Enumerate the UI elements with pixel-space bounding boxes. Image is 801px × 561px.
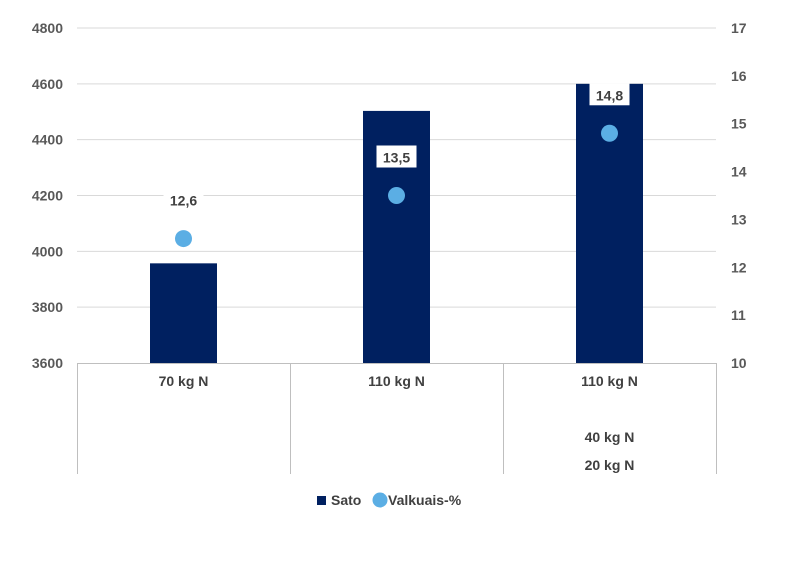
right-tick-label: 17 xyxy=(731,20,747,36)
data-label: 12,6 xyxy=(170,193,197,209)
left-tick-label: 3600 xyxy=(32,355,63,371)
legend-label: Valkuais-% xyxy=(388,492,462,508)
legend-swatch-point xyxy=(372,492,388,508)
legend-swatch-bar xyxy=(317,496,326,505)
point xyxy=(388,187,405,204)
right-tick-label: 15 xyxy=(731,116,747,132)
bar xyxy=(150,263,217,363)
data-label-box xyxy=(163,188,204,211)
left-tick-label: 4400 xyxy=(32,132,63,148)
right-tick-label: 10 xyxy=(731,355,747,371)
right-tick-label: 16 xyxy=(731,68,747,84)
point xyxy=(601,124,618,142)
left-tick-label: 4200 xyxy=(32,188,63,204)
left-tick-label: 4000 xyxy=(32,243,63,259)
point xyxy=(175,230,192,248)
data-label: 13,5 xyxy=(383,150,410,166)
right-tick-label: 12 xyxy=(731,259,747,275)
category-label: 110 kg N xyxy=(581,373,638,389)
left-axis-ticks: 3600 3800 4000 4200 4400 4600 4800 xyxy=(32,20,63,371)
data-label-box xyxy=(589,83,630,106)
left-tick-label: 3800 xyxy=(32,299,63,315)
legend-label: Sato xyxy=(331,492,361,508)
right-tick-label: 14 xyxy=(731,164,747,180)
right-axis-ticks: 10 11 12 13 14 15 16 17 xyxy=(731,20,747,371)
data-label: 14,8 xyxy=(596,87,623,103)
point-series: 12,6 13,5 14,8 xyxy=(163,83,630,248)
right-tick-label: 11 xyxy=(731,307,746,323)
category-label: 20 kg N xyxy=(585,457,635,473)
right-tick-label: 13 xyxy=(731,211,747,227)
category-label: 40 kg N xyxy=(585,429,635,445)
category-axis-frame xyxy=(77,363,717,474)
category-label: 110 kg N xyxy=(368,373,425,389)
category-labels: 70 kg N 110 kg N 110 kg N 40 kg N 20 kg N xyxy=(159,373,638,473)
legend: Sato Valkuais-% xyxy=(317,492,462,508)
data-label-box xyxy=(376,145,417,168)
left-tick-label: 4800 xyxy=(32,20,63,36)
left-tick-label: 4600 xyxy=(32,76,63,92)
category-label: 70 kg N xyxy=(159,373,209,389)
bar-series xyxy=(150,83,643,363)
